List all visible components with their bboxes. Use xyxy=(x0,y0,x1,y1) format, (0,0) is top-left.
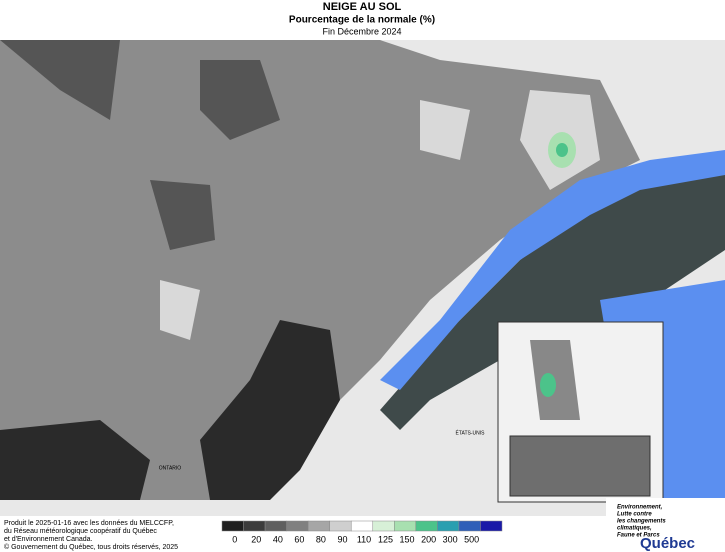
legend-swatch xyxy=(480,520,503,532)
credit-line: et d'Environnement Canada. xyxy=(4,536,93,543)
period: Fin Décembre 2024 xyxy=(322,26,401,36)
inset-snow xyxy=(540,373,556,397)
legend-tick-label: 20 xyxy=(251,534,261,544)
logo-line: les changements xyxy=(617,519,666,525)
legend-swatch xyxy=(415,520,438,532)
legend-tick-label: 125 xyxy=(378,534,393,544)
gaspesie xyxy=(380,160,725,430)
legend-tick-label: 60 xyxy=(294,534,304,544)
legend-swatch xyxy=(372,520,395,532)
legend-swatch xyxy=(286,520,309,532)
legend-tick-label: 90 xyxy=(337,534,347,544)
legend-swatch xyxy=(350,520,374,532)
land-zone xyxy=(0,40,640,500)
legend-tick-label: 150 xyxy=(400,534,415,544)
usa-label: ÉTATS-UNIS xyxy=(456,429,486,436)
legend-tick-label: 40 xyxy=(273,534,283,544)
logo-box xyxy=(606,498,725,552)
ontario-label: ONTARIO xyxy=(159,465,182,471)
logo-line: Faune et Parcs xyxy=(617,533,660,539)
legend-swatch xyxy=(243,520,266,532)
legend-swatch xyxy=(221,520,244,532)
legend-tick-label: 500 xyxy=(464,534,479,544)
legend-tick-label: 200 xyxy=(421,534,436,544)
saint-lawrence xyxy=(380,150,725,390)
map: ONTARIO ÉTATS-UNIS xyxy=(0,40,725,516)
legend-swatch xyxy=(458,520,481,532)
credit-line: Produit le 2025-01-16 avec les données d… xyxy=(4,520,174,527)
legend-tick-label: 80 xyxy=(316,534,326,544)
very-dark-zone xyxy=(0,320,340,500)
logo-line: Environnement, xyxy=(617,505,663,511)
subtitle: Pourcentage de la normale (%) xyxy=(289,15,435,26)
legend-tick-label: 0 xyxy=(232,534,237,544)
legend: 0 20 40 60 80 90 110 125 150 200 300 500 xyxy=(221,520,503,544)
credit-line: du Réseau météorologique coopératif du Q… xyxy=(4,528,157,535)
legend-tick-label: 110 xyxy=(357,534,371,544)
logo-line: Lutte contre xyxy=(617,512,652,518)
snow-very-high xyxy=(556,143,568,157)
logo-name: Québec xyxy=(640,535,695,552)
legend-swatch xyxy=(394,520,417,532)
logo-line: climatiques, xyxy=(617,526,652,532)
legend-swatch xyxy=(307,520,330,532)
logo: Environnement, Lutte contre les changeme… xyxy=(606,498,725,552)
legend-tick-label: 300 xyxy=(443,534,458,544)
legend-swatch xyxy=(264,520,287,532)
legend-swatch xyxy=(437,520,460,532)
copyright: © Gouvernement du Québec, tous droits ré… xyxy=(4,543,178,551)
inset-frame xyxy=(509,435,651,497)
title: NEIGE AU SOL xyxy=(323,1,402,13)
light-zone xyxy=(160,90,600,340)
dark-zone xyxy=(0,40,280,250)
legend-swatch xyxy=(329,520,352,532)
